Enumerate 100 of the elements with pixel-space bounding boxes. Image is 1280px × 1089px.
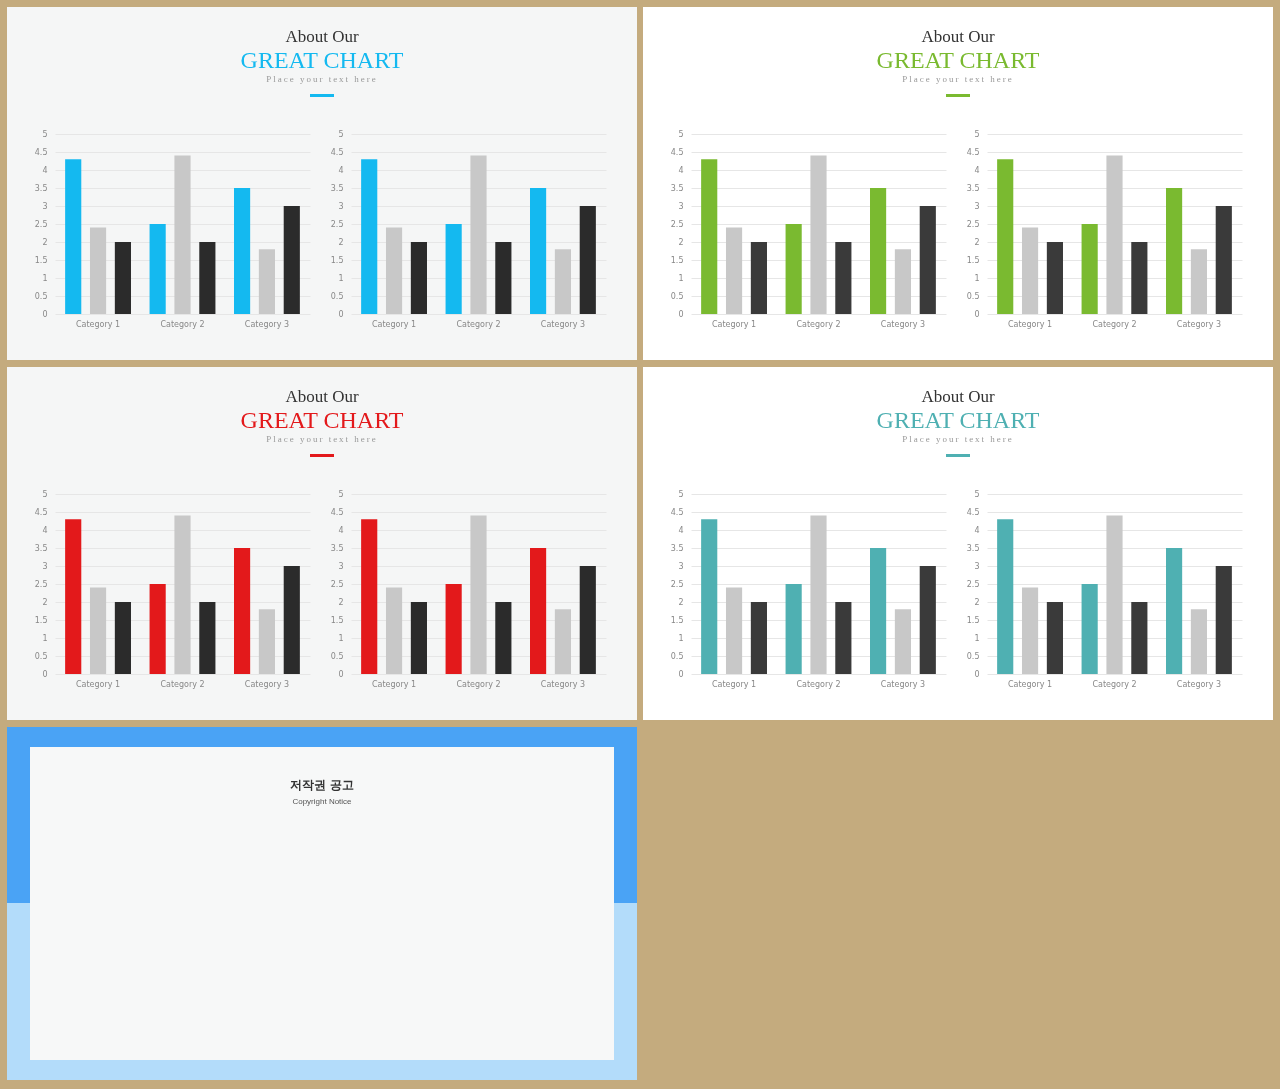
text: Copyright Notice	[291, 797, 353, 806]
bar	[385, 227, 403, 314]
bar	[750, 242, 767, 314]
y-tick-label: 3	[678, 561, 684, 571]
y-tick-label: 3	[974, 201, 980, 211]
y-tick-label: 2	[974, 237, 980, 247]
y-tick-label: 4.5	[670, 147, 684, 157]
bar	[470, 515, 487, 674]
y-tick-label: 0	[678, 669, 684, 679]
bar	[174, 155, 191, 314]
bar	[283, 566, 300, 674]
y-tick-label: 0.5	[34, 291, 48, 301]
bar	[530, 548, 547, 674]
bar	[445, 584, 462, 674]
y-tick-label: 3	[338, 201, 344, 211]
bar	[1131, 602, 1148, 674]
y-tick-label: 2	[678, 597, 684, 607]
x-tick-label: Category 3	[540, 679, 586, 689]
y-tick-label: 1.5	[34, 615, 48, 625]
y-tick-label: 1.5	[330, 255, 344, 265]
x-tick-label: Category 3	[1176, 679, 1222, 689]
bar	[495, 602, 512, 674]
chart-subtitle: GREAT CHART	[239, 407, 405, 433]
bar	[199, 242, 216, 314]
bar	[785, 224, 802, 314]
bar	[199, 602, 216, 674]
bar	[810, 515, 827, 674]
bar	[361, 159, 378, 314]
y-tick-label: 2.5	[966, 219, 980, 229]
y-tick-label: 5	[42, 489, 48, 499]
x-tick-label: Category 1	[75, 319, 121, 329]
y-tick-label: 5	[338, 129, 344, 139]
bar	[445, 224, 462, 314]
y-tick-label: 1.5	[330, 615, 344, 625]
bar	[1081, 584, 1098, 674]
x-tick-label: Category 1	[1007, 319, 1053, 329]
bar	[410, 602, 427, 674]
y-tick-label: 4	[42, 525, 48, 535]
y-tick-label: 2.5	[34, 219, 48, 229]
chart-subtitle: GREAT CHART	[875, 407, 1041, 433]
x-tick-label: Category 1	[75, 679, 121, 689]
y-tick-label: 1	[42, 633, 48, 643]
y-tick-label: 0.5	[670, 651, 684, 661]
y-tick-label: 4.5	[34, 147, 48, 157]
y-tick-label: 5	[338, 489, 344, 499]
text: 저작권 공고	[289, 777, 355, 794]
x-tick-label: Category 2	[456, 319, 501, 329]
bar	[701, 159, 718, 314]
bar	[1166, 548, 1183, 674]
bar	[234, 188, 251, 314]
bar	[579, 566, 596, 674]
y-tick-label: 5	[974, 489, 980, 499]
bar	[114, 242, 131, 314]
x-tick-label: Category 2	[796, 679, 841, 689]
bar	[65, 519, 82, 674]
text: Place your text here	[901, 433, 1015, 445]
bar	[1081, 224, 1098, 314]
bar	[725, 227, 743, 314]
x-tick-label: Category 2	[160, 319, 205, 329]
bar	[870, 548, 887, 674]
y-tick-label: 4	[338, 525, 344, 535]
bar	[1021, 227, 1039, 314]
x-tick-label: Category 1	[711, 319, 757, 329]
bar	[835, 242, 852, 314]
bar	[1131, 242, 1148, 314]
bar	[835, 602, 852, 674]
y-tick-label: 0.5	[330, 291, 344, 301]
y-tick-label: 5	[974, 129, 980, 139]
y-tick-label: 2.5	[670, 579, 684, 589]
y-tick-label: 0	[338, 669, 344, 679]
y-tick-label: 1	[974, 633, 980, 643]
chart-title: About Our	[284, 27, 360, 47]
bar	[810, 155, 827, 314]
chart-subtitle: GREAT CHART	[239, 47, 405, 73]
x-tick-label: Category 3	[880, 319, 926, 329]
bar	[919, 566, 936, 674]
y-tick-label: 0	[338, 309, 344, 319]
y-tick-label: 2.5	[34, 579, 48, 589]
y-tick-label: 1	[42, 273, 48, 283]
y-tick-label: 0.5	[966, 291, 980, 301]
bar	[997, 159, 1014, 314]
bar	[361, 519, 378, 674]
bar	[725, 587, 743, 674]
bar	[149, 584, 166, 674]
y-tick-label: 2.5	[330, 219, 344, 229]
y-tick-label: 4.5	[966, 147, 980, 157]
x-tick-label: Category 2	[1092, 679, 1137, 689]
bar	[234, 548, 251, 674]
y-tick-label: 2	[338, 237, 344, 247]
bar	[1215, 206, 1232, 314]
y-tick-label: 4.5	[330, 507, 344, 517]
y-tick-label: 5	[678, 489, 684, 499]
bar	[919, 206, 936, 314]
y-tick-label: 4	[974, 525, 980, 535]
bar	[1046, 242, 1063, 314]
bar	[1190, 609, 1208, 674]
x-tick-label: Category 2	[1092, 319, 1137, 329]
chart-subtitle: GREAT CHART	[875, 47, 1041, 73]
bar	[1046, 602, 1063, 674]
x-tick-label: Category 1	[711, 679, 757, 689]
